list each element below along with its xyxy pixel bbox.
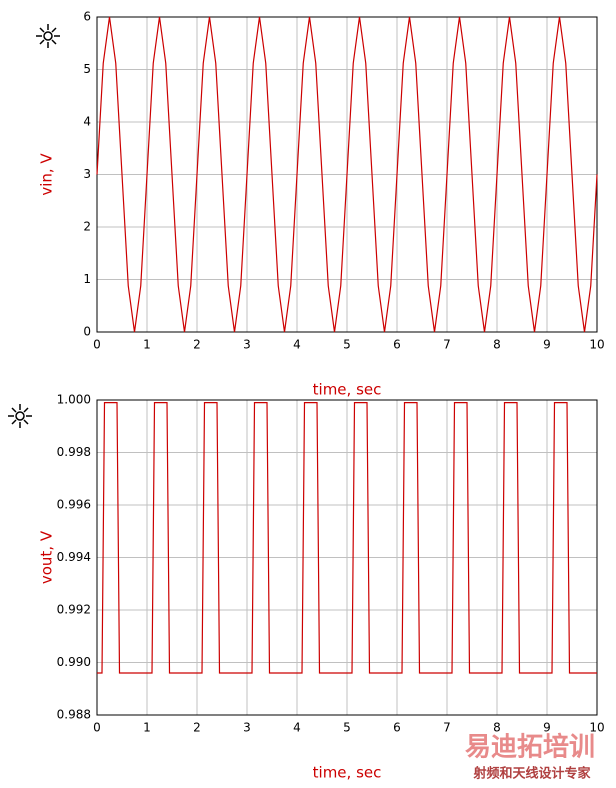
- line-series: [97, 402, 597, 674]
- x-tick-label: 2: [193, 338, 201, 352]
- x-tick-label: 9: [543, 338, 551, 352]
- x-tick-label: 9: [543, 721, 551, 735]
- x-tick-label: 10: [589, 721, 604, 735]
- x-tick-label: 4: [293, 338, 301, 352]
- x-tick-label: 2: [193, 721, 201, 735]
- x-tick-label: 5: [343, 721, 351, 735]
- y-tick-label: 5: [83, 62, 91, 76]
- y-tick-label: 0: [83, 325, 91, 339]
- x-tick-label: 1: [143, 721, 151, 735]
- x-tick-label: 3: [243, 721, 251, 735]
- x-tick-label: 3: [243, 338, 251, 352]
- x-tick-label: 6: [393, 721, 401, 735]
- x-tick-label: 8: [493, 338, 501, 352]
- x-tick-label: 8: [493, 721, 501, 735]
- watermark: 易迪拓培训: [465, 733, 595, 763]
- plot-frame: [96, 399, 598, 716]
- y-tick-label: 0.992: [57, 603, 91, 617]
- x-tick-label: 0: [93, 721, 101, 735]
- y-tick-label: 0.998: [57, 445, 91, 459]
- x-axis-title: time, sec: [313, 381, 382, 399]
- x-tick-label: 6: [393, 338, 401, 352]
- x-tick-label: 10: [589, 338, 604, 352]
- y-tick-label: 1.000: [57, 393, 91, 407]
- y-tick-label: 3: [83, 167, 91, 181]
- y-tick-label: 4: [83, 115, 91, 129]
- watermark: 射频和天线设计专家: [472, 766, 591, 782]
- y-tick-label: 0.990: [57, 655, 91, 669]
- y-tick-label: 0.994: [57, 550, 91, 564]
- x-tick-label: 7: [443, 338, 451, 352]
- x-tick-label: 5: [343, 338, 351, 352]
- x-tick-label: 4: [293, 721, 301, 735]
- y-tick-label: 0.996: [57, 498, 91, 512]
- y-tick-label: 0.988: [57, 708, 91, 722]
- x-tick-label: 0: [93, 338, 101, 352]
- x-tick-label: 1: [143, 338, 151, 352]
- marker-icon: [36, 24, 60, 48]
- y-axis-title: vin, V: [38, 153, 56, 196]
- line-series: [96, 16, 598, 333]
- y-tick-label: 1: [83, 272, 91, 286]
- y-tick-label: 6: [83, 10, 91, 24]
- y-axis-title: vout, V: [38, 530, 56, 584]
- y-tick-label: 2: [83, 220, 91, 234]
- x-tick-label: 7: [443, 721, 451, 735]
- x-axis-title: time, sec: [313, 764, 382, 782]
- marker-icon: [8, 404, 32, 428]
